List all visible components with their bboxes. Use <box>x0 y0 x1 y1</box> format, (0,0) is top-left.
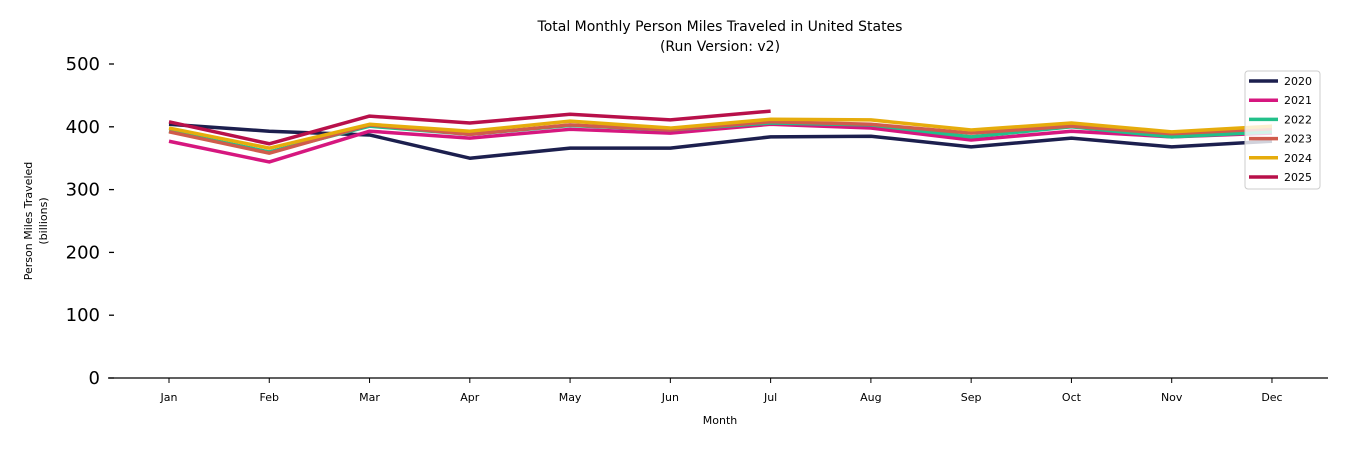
y-tick-label: 500 <box>66 54 100 75</box>
legend-label: 2022 <box>1284 113 1312 126</box>
x-tick-label: Dec <box>1261 391 1282 404</box>
x-tick-label: Mar <box>359 391 380 404</box>
x-tick-label: Aug <box>860 391 881 404</box>
y-axis-label: Person Miles Traveled <box>22 162 35 281</box>
series-line-2025 <box>168 109 771 146</box>
chart-title: Total Monthly Person Miles Traveled in U… <box>537 19 903 35</box>
x-tick-label: May <box>559 391 582 404</box>
y-tick-label: 300 <box>66 180 100 201</box>
x-tick-label: Jan <box>160 391 178 404</box>
x-tick-label: Apr <box>460 391 480 404</box>
x-tick-label: Feb <box>260 391 279 404</box>
x-tick-label: Jun <box>661 391 679 404</box>
y-tick-label: 100 <box>66 305 100 326</box>
y-tick-label: 200 <box>66 242 100 263</box>
series-line-2020 <box>168 122 1273 160</box>
x-tick-label: Sep <box>961 391 982 404</box>
series-line-2021 <box>168 122 1273 164</box>
series-line-2024 <box>168 117 1273 150</box>
x-axis-label: Month <box>703 414 738 427</box>
legend-label: 2025 <box>1284 171 1312 184</box>
y-tick-label: 400 <box>66 117 100 138</box>
legend-label: 2024 <box>1284 152 1312 165</box>
y-axis-unit: (billions) <box>37 197 50 244</box>
y-tick-label: 0 <box>89 368 100 389</box>
x-tick-label: Jul <box>763 391 777 404</box>
x-tick-label: Nov <box>1161 391 1183 404</box>
legend-label: 2023 <box>1284 133 1312 146</box>
chart-subtitle: (Run Version: v2) <box>660 39 780 55</box>
x-tick-label: Oct <box>1062 391 1082 404</box>
legend-label: 2021 <box>1284 94 1312 107</box>
legend-label: 2020 <box>1284 75 1312 88</box>
